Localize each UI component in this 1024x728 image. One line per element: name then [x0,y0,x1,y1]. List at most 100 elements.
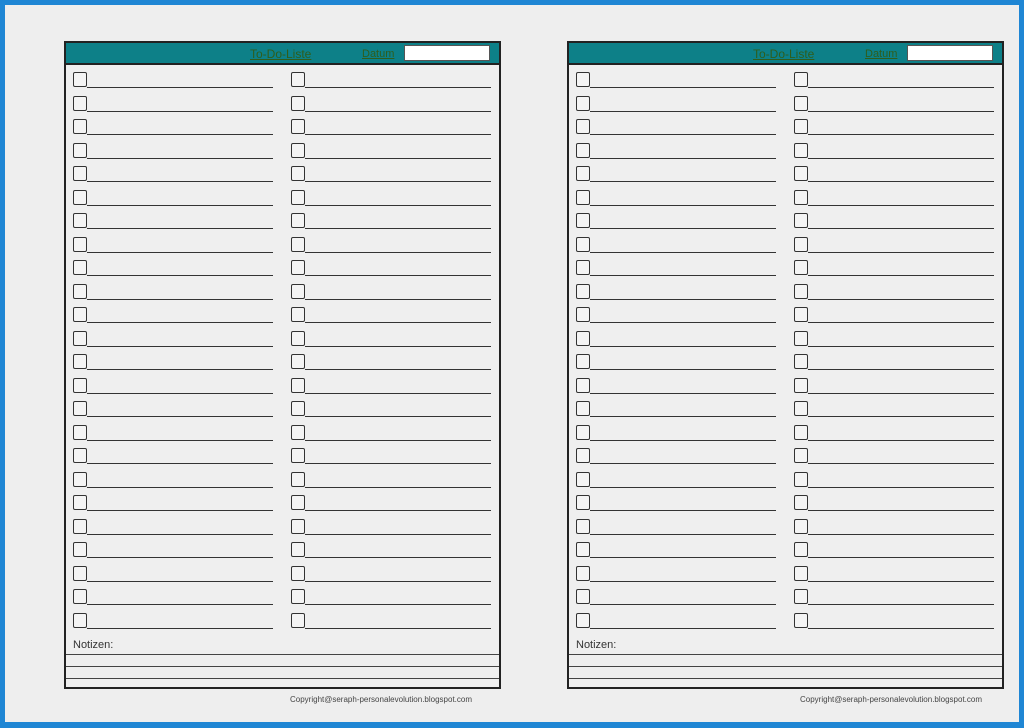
checkbox[interactable] [291,518,305,534]
checkbox[interactable] [291,189,305,205]
checkbox[interactable] [576,612,590,628]
checkbox[interactable] [576,495,590,510]
item-text-line[interactable] [590,181,776,182]
item-text-line[interactable] [87,439,273,441]
checkbox[interactable] [794,189,808,205]
notes-line[interactable] [66,666,499,667]
item-text-line[interactable] [808,580,994,582]
item-text-line[interactable] [87,416,273,417]
notes-line[interactable] [66,678,499,679]
checkbox[interactable] [794,612,808,628]
checkbox[interactable] [291,448,305,463]
checkbox[interactable] [291,72,305,87]
checkbox[interactable] [73,518,87,534]
checkbox[interactable] [794,354,808,369]
item-text-line[interactable] [590,627,776,629]
checkbox[interactable] [291,542,305,557]
checkbox[interactable] [73,307,87,322]
item-text-line[interactable] [808,486,994,488]
checkbox[interactable] [73,260,87,275]
checkbox[interactable] [576,283,590,299]
item-text-line[interactable] [808,533,994,535]
checkbox[interactable] [73,72,87,87]
item-text-line[interactable] [87,275,273,276]
item-text-line[interactable] [305,439,491,441]
checkbox[interactable] [73,612,87,628]
item-text-line[interactable] [87,181,273,182]
item-text-line[interactable] [808,345,994,347]
item-text-line[interactable] [305,486,491,488]
date-field[interactable] [907,45,993,61]
checkbox[interactable] [794,471,808,487]
item-text-line[interactable] [305,204,491,206]
item-text-line[interactable] [87,604,273,605]
item-text-line[interactable] [305,510,491,511]
checkbox[interactable] [794,424,808,440]
item-text-line[interactable] [590,416,776,417]
item-text-line[interactable] [590,533,776,535]
item-text-line[interactable] [87,228,273,229]
item-text-line[interactable] [808,251,994,253]
item-text-line[interactable] [590,486,776,488]
item-text-line[interactable] [305,298,491,300]
checkbox[interactable] [73,119,87,134]
item-text-line[interactable] [590,392,776,394]
item-text-line[interactable] [87,369,273,370]
item-text-line[interactable] [590,439,776,441]
item-text-line[interactable] [590,251,776,253]
item-text-line[interactable] [808,298,994,300]
checkbox[interactable] [73,401,87,416]
item-text-line[interactable] [808,204,994,206]
checkbox[interactable] [794,307,808,322]
checkbox[interactable] [794,330,808,346]
item-text-line[interactable] [590,510,776,511]
item-text-line[interactable] [808,322,994,323]
checkbox[interactable] [291,307,305,322]
checkbox[interactable] [794,142,808,158]
checkbox[interactable] [576,448,590,463]
checkbox[interactable] [576,72,590,87]
item-text-line[interactable] [590,557,776,558]
item-text-line[interactable] [305,251,491,253]
checkbox[interactable] [794,448,808,463]
checkbox[interactable] [73,354,87,369]
item-text-line[interactable] [305,87,491,88]
checkbox[interactable] [291,260,305,275]
item-text-line[interactable] [305,345,491,347]
checkbox[interactable] [576,354,590,369]
checkbox[interactable] [576,119,590,134]
checkbox[interactable] [291,95,305,111]
checkbox[interactable] [576,518,590,534]
checkbox[interactable] [576,260,590,275]
checkbox[interactable] [794,236,808,252]
checkbox[interactable] [794,119,808,134]
notes-line[interactable] [569,654,1002,655]
checkbox[interactable] [291,377,305,393]
item-text-line[interactable] [590,134,776,135]
item-text-line[interactable] [808,110,994,112]
checkbox[interactable] [576,542,590,557]
item-text-line[interactable] [808,181,994,182]
item-text-line[interactable] [305,181,491,182]
item-text-line[interactable] [808,369,994,370]
item-text-line[interactable] [87,298,273,300]
checkbox[interactable] [73,424,87,440]
item-text-line[interactable] [87,510,273,511]
item-text-line[interactable] [87,87,273,88]
checkbox[interactable] [576,189,590,205]
item-text-line[interactable] [808,439,994,441]
item-text-line[interactable] [808,627,994,629]
checkbox[interactable] [73,542,87,557]
checkbox[interactable] [291,283,305,299]
item-text-line[interactable] [590,298,776,300]
checkbox[interactable] [794,589,808,604]
checkbox[interactable] [794,377,808,393]
item-text-line[interactable] [808,228,994,229]
item-text-line[interactable] [590,322,776,323]
item-text-line[interactable] [87,486,273,488]
checkbox[interactable] [73,330,87,346]
checkbox[interactable] [794,72,808,87]
item-text-line[interactable] [590,580,776,582]
checkbox[interactable] [73,142,87,158]
checkbox[interactable] [73,236,87,252]
